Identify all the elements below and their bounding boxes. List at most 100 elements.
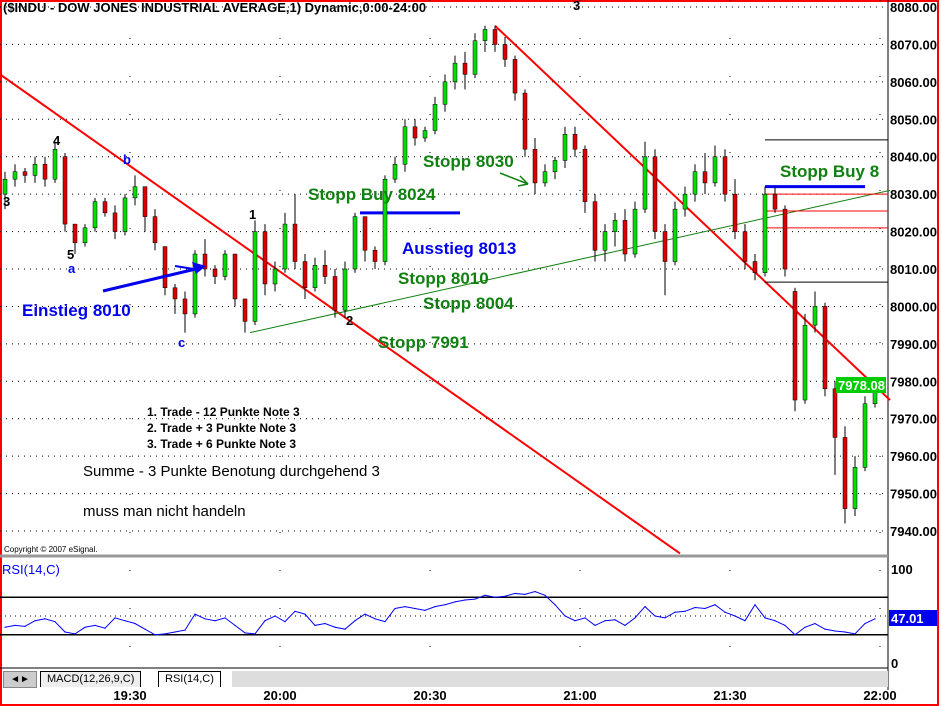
x-tick-label: 22:00 xyxy=(863,688,896,703)
y-tick-label: 8010.00 xyxy=(890,262,937,277)
rsi-point xyxy=(154,634,156,636)
rsi-point xyxy=(184,629,186,631)
candle-body xyxy=(62,156,68,225)
candle-body xyxy=(72,223,78,244)
candle-body xyxy=(492,29,498,45)
arrow-head-icon xyxy=(517,183,529,187)
candle-body xyxy=(242,298,248,322)
candle-body xyxy=(772,193,778,210)
rsi-point xyxy=(384,621,386,623)
rsi-point xyxy=(74,633,76,635)
rsi-point xyxy=(534,590,536,593)
rsi-point xyxy=(824,628,826,630)
candle-body xyxy=(852,467,858,509)
y-tick-label: 8050.00 xyxy=(890,112,937,127)
candle-body xyxy=(222,253,228,277)
rsi-point xyxy=(304,613,306,615)
entry-arrow xyxy=(102,266,201,293)
candle-body xyxy=(542,171,548,184)
wave-label: 1 xyxy=(249,207,256,222)
candle-body xyxy=(502,44,508,60)
rsi-point xyxy=(494,596,496,598)
rsi-point xyxy=(584,617,586,619)
note-trade3: 3. Trade + 6 Punkte Note 3 xyxy=(147,437,296,451)
candle-body xyxy=(432,104,438,131)
candle-body xyxy=(452,62,458,83)
rsi-point xyxy=(294,610,296,612)
rsi-point xyxy=(44,618,46,620)
wave-label: c xyxy=(178,335,185,350)
candle-body xyxy=(392,163,398,180)
candle-body xyxy=(382,178,388,262)
rsi-point xyxy=(24,625,26,627)
rsi-point xyxy=(364,613,366,615)
candle-body xyxy=(592,201,598,251)
candle-body xyxy=(312,265,318,288)
rsi-point xyxy=(514,592,516,595)
annotation-einstieg: Einstieg 8010 xyxy=(22,301,131,320)
candle-body xyxy=(332,276,338,311)
rsi-point xyxy=(664,617,666,619)
candle-body xyxy=(292,223,298,262)
rsi-point xyxy=(134,622,136,625)
rsi-point xyxy=(814,622,816,625)
rsi-point xyxy=(554,604,556,606)
y-tick-label: 8060.00 xyxy=(890,75,937,90)
rsi-point xyxy=(54,621,56,623)
rsi-point xyxy=(574,620,576,622)
rsi-point xyxy=(34,620,36,622)
y-tick-label: 7950.00 xyxy=(890,487,937,502)
candle-body xyxy=(442,81,448,105)
rsi-point xyxy=(164,633,166,635)
annotation-stopp-8004: Stopp 8004 xyxy=(423,294,514,313)
wave-label: 3 xyxy=(573,0,580,13)
candle-body xyxy=(672,208,678,262)
candle-body xyxy=(92,201,98,229)
candle-body xyxy=(842,437,848,509)
candle-body xyxy=(122,197,128,232)
rsi-point xyxy=(194,613,196,615)
rsi-point xyxy=(374,618,376,620)
annotation-stopp-buy-right: Stopp Buy 8 xyxy=(780,162,879,181)
candle-body xyxy=(482,29,488,41)
candle-body xyxy=(532,148,538,184)
candle-body xyxy=(732,193,738,232)
wave-label: b xyxy=(123,152,131,167)
rsi-point xyxy=(244,632,246,634)
rsi-point xyxy=(484,594,486,596)
rsi-point xyxy=(654,615,656,617)
candle-body xyxy=(202,253,208,270)
wave-label: a xyxy=(68,261,76,276)
candle-body xyxy=(792,291,798,401)
rsi-point xyxy=(284,621,286,623)
annotation-ausstieg: Ausstieg 8013 xyxy=(402,239,516,258)
x-tick-label: 20:00 xyxy=(263,688,296,703)
candle-body xyxy=(782,208,788,270)
rsi-point xyxy=(774,620,776,622)
annotation-stopp-8030: Stopp 8030 xyxy=(423,152,514,171)
candle-body xyxy=(752,261,758,274)
rsi-point xyxy=(394,607,396,610)
rsi-point xyxy=(604,620,606,622)
candle-body xyxy=(302,261,308,288)
tab-rsi[interactable]: RSI(14,C) xyxy=(158,671,221,687)
candle-body xyxy=(272,268,278,285)
rsi-point xyxy=(794,634,796,636)
y-tick-label: 8070.00 xyxy=(890,37,937,52)
rsi-point xyxy=(84,626,86,628)
candle-body xyxy=(742,231,748,262)
candle-body xyxy=(282,223,288,270)
rsi-point xyxy=(624,624,626,627)
candle-body xyxy=(692,171,698,195)
tab-macd[interactable]: MACD(12,26,9,C) xyxy=(40,671,142,687)
candle-body xyxy=(12,171,18,180)
rsi-y-tick: 100 xyxy=(891,562,913,577)
rsi-point xyxy=(254,633,256,635)
rsi-point xyxy=(224,617,226,619)
tab-scroll-arrows[interactable]: ◄► xyxy=(3,671,37,688)
rsi-point xyxy=(354,620,356,622)
x-tick-label: 21:30 xyxy=(713,688,746,703)
candle-body xyxy=(682,193,688,210)
